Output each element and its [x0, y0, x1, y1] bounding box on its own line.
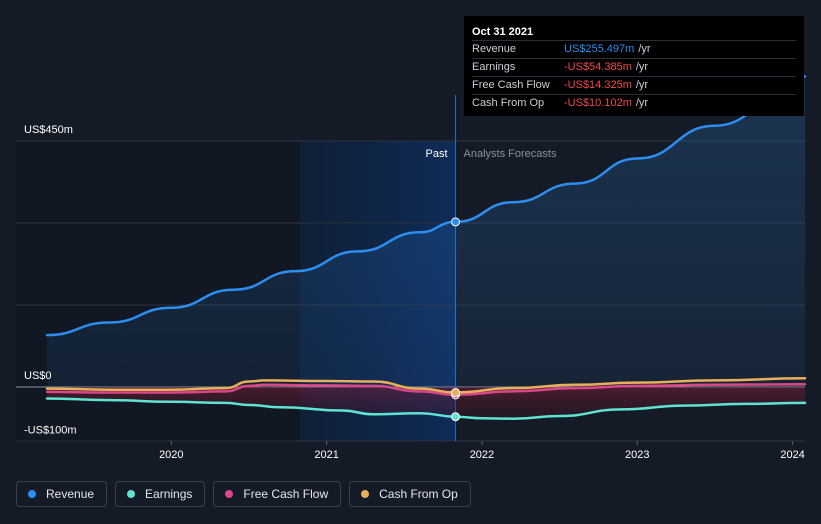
tooltip-row: Cash From Op -US$10.102m/yr — [472, 94, 796, 112]
x-tick-label: 2023 — [625, 449, 649, 461]
legend-item-free-cash-flow[interactable]: Free Cash Flow — [213, 481, 342, 507]
legend-dot-icon — [361, 490, 370, 498]
tooltip-row-label: Cash From Op — [472, 97, 545, 109]
legend-dot-icon — [127, 490, 136, 498]
tooltip-row: Revenue US$255.497m/yr — [472, 40, 796, 58]
tooltip-row-value: US$255.497m — [564, 43, 635, 55]
tooltip-row: Earnings -US$54.385m/yr — [472, 58, 796, 76]
tooltip-row-label: Revenue — [472, 43, 517, 55]
tooltip-row-unit: /yr — [638, 43, 651, 55]
past-label: Past — [426, 148, 448, 160]
x-tick-label: 2024 — [780, 449, 804, 461]
x-tick-label: 2020 — [159, 449, 183, 461]
y-axis-label: -US$100m — [24, 425, 77, 437]
legend-label: Earnings — [145, 487, 193, 501]
forecast-label: Analysts Forecasts — [464, 148, 557, 160]
y-axis-label: US$450m — [24, 124, 73, 136]
legend-dot-icon — [225, 490, 234, 498]
tooltip-date: Oct 31 2021 — [472, 26, 534, 38]
legend-label: Cash From Op — [379, 487, 458, 501]
marker-earnings — [451, 412, 461, 422]
tooltip-row-label: Free Cash Flow — [472, 79, 550, 91]
earnings-area — [47, 387, 806, 419]
series-line-earnings — [45, 397, 807, 420]
tooltip-row: Free Cash Flow -US$14.325m/yr — [472, 76, 796, 94]
legend-label: Free Cash Flow — [243, 487, 329, 501]
legend-item-revenue[interactable]: Revenue — [16, 481, 108, 507]
legend-dot-icon — [28, 490, 36, 498]
tooltip-panel: Oct 31 2021 Revenue US$255.497m/yr Earning… — [464, 16, 804, 116]
legend: Revenue Earnings Free Cash Flow Cash From O… — [16, 481, 471, 507]
revenue-area — [47, 76, 806, 387]
y-axis-label: US$0 — [24, 370, 52, 382]
series-line-revenue — [45, 75, 807, 337]
marker-revenue — [451, 217, 461, 227]
legend-label: Revenue — [46, 487, 95, 501]
tooltip-rows: Revenue US$255.497m/yr Earnings -US$54.385m… — [472, 40, 796, 112]
tooltip-row-label: Earnings — [472, 61, 516, 73]
legend-item-cash-from-op[interactable]: Cash From Op — [349, 481, 471, 507]
x-tick-label: 2022 — [470, 449, 494, 461]
legend-item-earnings[interactable]: Earnings — [115, 481, 206, 507]
marker-cash-from-op — [451, 388, 461, 398]
tooltip-row-value: -US$14.325m — [564, 79, 632, 91]
tooltip-row-unit: /yr — [635, 97, 649, 109]
tooltip-row-value: -US$54.385m — [564, 61, 632, 73]
x-tick-label: 2021 — [314, 449, 338, 461]
tooltip-row-unit: /yr — [635, 61, 649, 73]
tooltip-row-value: -US$10.102m — [564, 97, 632, 109]
tooltip-row-unit: /yr — [635, 79, 649, 91]
series-line-free-cash-flow — [45, 383, 807, 397]
series-line-cash-from-op — [45, 377, 807, 394]
